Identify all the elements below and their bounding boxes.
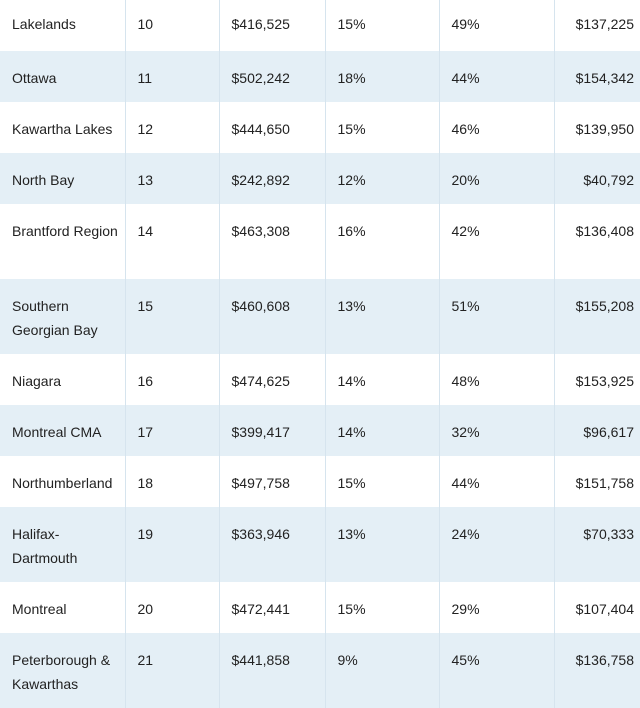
percent-cell: 15% bbox=[325, 456, 440, 507]
price-cell: $399,417 bbox=[219, 405, 326, 456]
rank-cell: 11 bbox=[125, 51, 220, 102]
percent-cell: 24% bbox=[439, 507, 555, 582]
percent-cell: 44% bbox=[439, 51, 555, 102]
amount-cell: $136,408 bbox=[575, 223, 634, 239]
price-cell: $242,892 bbox=[219, 153, 326, 204]
percent-cell: 15% bbox=[325, 582, 440, 633]
region-cell: Kawartha Lakes bbox=[0, 102, 126, 153]
table-row: Brantford Region 14 $463,308 16% 42% $13… bbox=[0, 204, 640, 279]
region-cell: Northumberland bbox=[0, 456, 126, 507]
price-cell: $463,308 bbox=[219, 204, 326, 279]
region-cell: Lakelands bbox=[0, 0, 126, 51]
table-row: Montreal CMA 17 $399,417 14% 32% $96,617 bbox=[0, 405, 640, 456]
amount-cell: $153,925 bbox=[575, 373, 634, 389]
region-cell: Niagara bbox=[0, 354, 126, 405]
table-row: Southern Georgian Bay 15 $460,608 13% 51… bbox=[0, 279, 640, 354]
percent-cell: 49% bbox=[439, 0, 555, 51]
percent-cell: 48% bbox=[439, 354, 555, 405]
region-cell: Ottawa bbox=[0, 51, 126, 102]
amount-cell: $70,333 bbox=[554, 507, 640, 582]
percent-cell: 15% bbox=[325, 0, 440, 51]
region-cell: Brantford Region bbox=[0, 204, 126, 279]
table-row: North Bay 13 $242,892 12% 20% $40,792 bbox=[0, 153, 640, 204]
amount-cell: $136,758 bbox=[554, 633, 640, 708]
percent-cell: 18% bbox=[325, 51, 440, 102]
price-cell: $416,525 bbox=[219, 0, 326, 51]
percent-cell: 12% bbox=[325, 153, 440, 204]
percent-cell: 45% bbox=[439, 633, 555, 708]
price-cell: $441,858 bbox=[219, 633, 326, 708]
price-cell: $363,946 bbox=[219, 507, 326, 582]
percent-cell: 13% bbox=[325, 507, 440, 582]
percent-cell: 15% bbox=[325, 102, 440, 153]
rank-cell: 20 bbox=[125, 582, 220, 633]
table-row: Niagara 16 $474,625 14% 48% $153,925 bbox=[0, 354, 640, 405]
percent-cell: 14% bbox=[325, 405, 440, 456]
region-cell: Peterborough & Kawarthas bbox=[0, 633, 126, 708]
rank-cell: 14 bbox=[125, 204, 220, 279]
percent-cell: 32% bbox=[439, 405, 555, 456]
rank-cell: 15 bbox=[125, 279, 220, 354]
percent-cell: 16% bbox=[325, 204, 440, 279]
percent-cell: 9% bbox=[325, 633, 440, 708]
price-cell: $444,650 bbox=[219, 102, 326, 153]
table-row: Lakelands 10 $416,525 15% 49% $137,225 bbox=[0, 0, 640, 51]
amount-cell: $151,758 bbox=[575, 475, 634, 491]
percent-cell: 14% bbox=[325, 354, 440, 405]
region-cell: Montreal bbox=[0, 582, 126, 633]
table-row: Kawartha Lakes 12 $444,650 15% 46% $139,… bbox=[0, 102, 640, 153]
percent-cell: 44% bbox=[439, 456, 555, 507]
amount-cell: $107,404 bbox=[575, 601, 634, 617]
rank-cell: 21 bbox=[125, 633, 220, 708]
amount-cell: $137,225 bbox=[575, 16, 634, 32]
region-cell: Southern Georgian Bay bbox=[0, 279, 126, 354]
table-row: Peterborough & Kawarthas 21 $441,858 9% … bbox=[0, 633, 640, 708]
table-row: Northumberland 18 $497,758 15% 44% $151,… bbox=[0, 456, 640, 507]
amount-cell: $40,792 bbox=[554, 153, 640, 204]
rank-cell: 19 bbox=[125, 507, 220, 582]
amount-cell: $139,950 bbox=[575, 121, 634, 137]
rank-cell: 17 bbox=[125, 405, 220, 456]
table-row: Ottawa 11 $502,242 18% 44% $154,342 bbox=[0, 51, 640, 102]
table-row: Halifax-Dartmouth 19 $363,946 13% 24% $7… bbox=[0, 507, 640, 582]
amount-cell: $155,208 bbox=[554, 279, 640, 354]
percent-cell: 51% bbox=[439, 279, 555, 354]
amount-cell: $154,342 bbox=[554, 51, 640, 102]
price-cell: $497,758 bbox=[219, 456, 326, 507]
price-cell: $460,608 bbox=[219, 279, 326, 354]
region-cell: Halifax-Dartmouth bbox=[0, 507, 126, 582]
price-cell: $472,441 bbox=[219, 582, 326, 633]
price-cell: $474,625 bbox=[219, 354, 326, 405]
rank-cell: 16 bbox=[125, 354, 220, 405]
percent-cell: 20% bbox=[439, 153, 555, 204]
percent-cell: 42% bbox=[439, 204, 555, 279]
percent-cell: 13% bbox=[325, 279, 440, 354]
price-cell: $502,242 bbox=[219, 51, 326, 102]
percent-cell: 29% bbox=[439, 582, 555, 633]
amount-cell: $96,617 bbox=[554, 405, 640, 456]
region-cell: North Bay bbox=[0, 153, 126, 204]
rank-cell: 12 bbox=[125, 102, 220, 153]
percent-cell: 46% bbox=[439, 102, 555, 153]
table-row: Montreal 20 $472,441 15% 29% $107,404 bbox=[0, 582, 640, 633]
rank-cell: 10 bbox=[125, 0, 220, 51]
rank-cell: 18 bbox=[125, 456, 220, 507]
region-cell: Montreal CMA bbox=[0, 405, 126, 456]
rank-cell: 13 bbox=[125, 153, 220, 204]
